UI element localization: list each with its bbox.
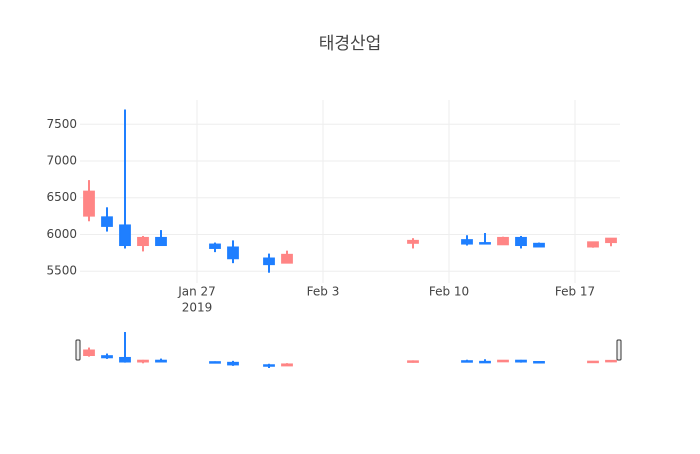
candle-body xyxy=(461,239,473,245)
candle-body xyxy=(281,253,293,264)
candle-body xyxy=(479,242,491,245)
x-tick-label: 2019 xyxy=(182,301,213,315)
range-slider xyxy=(75,330,622,370)
slider-background xyxy=(80,330,620,370)
candle-body xyxy=(137,359,149,363)
candle-body xyxy=(605,237,617,244)
candle-body xyxy=(119,356,131,363)
candle-body xyxy=(281,363,293,367)
candle-body xyxy=(137,236,149,247)
candle-body xyxy=(101,216,113,227)
candle-body xyxy=(263,364,275,367)
candle-body xyxy=(83,349,95,357)
candle-body xyxy=(479,360,491,364)
candle-body xyxy=(227,361,239,366)
x-tick-label: Feb 17 xyxy=(555,285,595,299)
candle-body xyxy=(587,360,599,364)
candle-body xyxy=(515,236,527,247)
y-tick-label: 7000 xyxy=(46,154,77,168)
candle-body xyxy=(101,355,113,359)
x-tick-label: Feb 10 xyxy=(429,285,469,299)
slider-handle xyxy=(616,339,622,361)
chart-title: 태경산업 xyxy=(319,34,382,54)
y-tick-label: 6000 xyxy=(46,227,77,241)
candle-body xyxy=(227,246,239,260)
candle-body xyxy=(515,359,527,363)
candle-body xyxy=(497,359,509,363)
x-tick-label: Feb 3 xyxy=(307,285,340,299)
candle-body xyxy=(533,242,545,248)
candle-body xyxy=(155,359,167,363)
x-tick-label: Jan 27 xyxy=(177,285,216,299)
candle-body xyxy=(587,241,599,248)
candle-body xyxy=(533,361,545,364)
y-tick-label: 6500 xyxy=(46,190,77,204)
candle-body xyxy=(497,236,509,246)
candle-body xyxy=(407,239,419,244)
candle-body xyxy=(407,360,419,363)
candle-body xyxy=(209,243,221,249)
y-tick-label: 7500 xyxy=(46,117,77,131)
candle-body xyxy=(155,236,167,247)
candle-body xyxy=(83,190,95,217)
candle-body xyxy=(605,359,617,363)
slider-handle xyxy=(75,339,81,361)
candle-body xyxy=(263,257,275,266)
y-tick-label: 5500 xyxy=(46,264,77,278)
candle-body xyxy=(119,224,131,247)
candle-body xyxy=(461,360,473,363)
candle-body xyxy=(209,361,221,364)
